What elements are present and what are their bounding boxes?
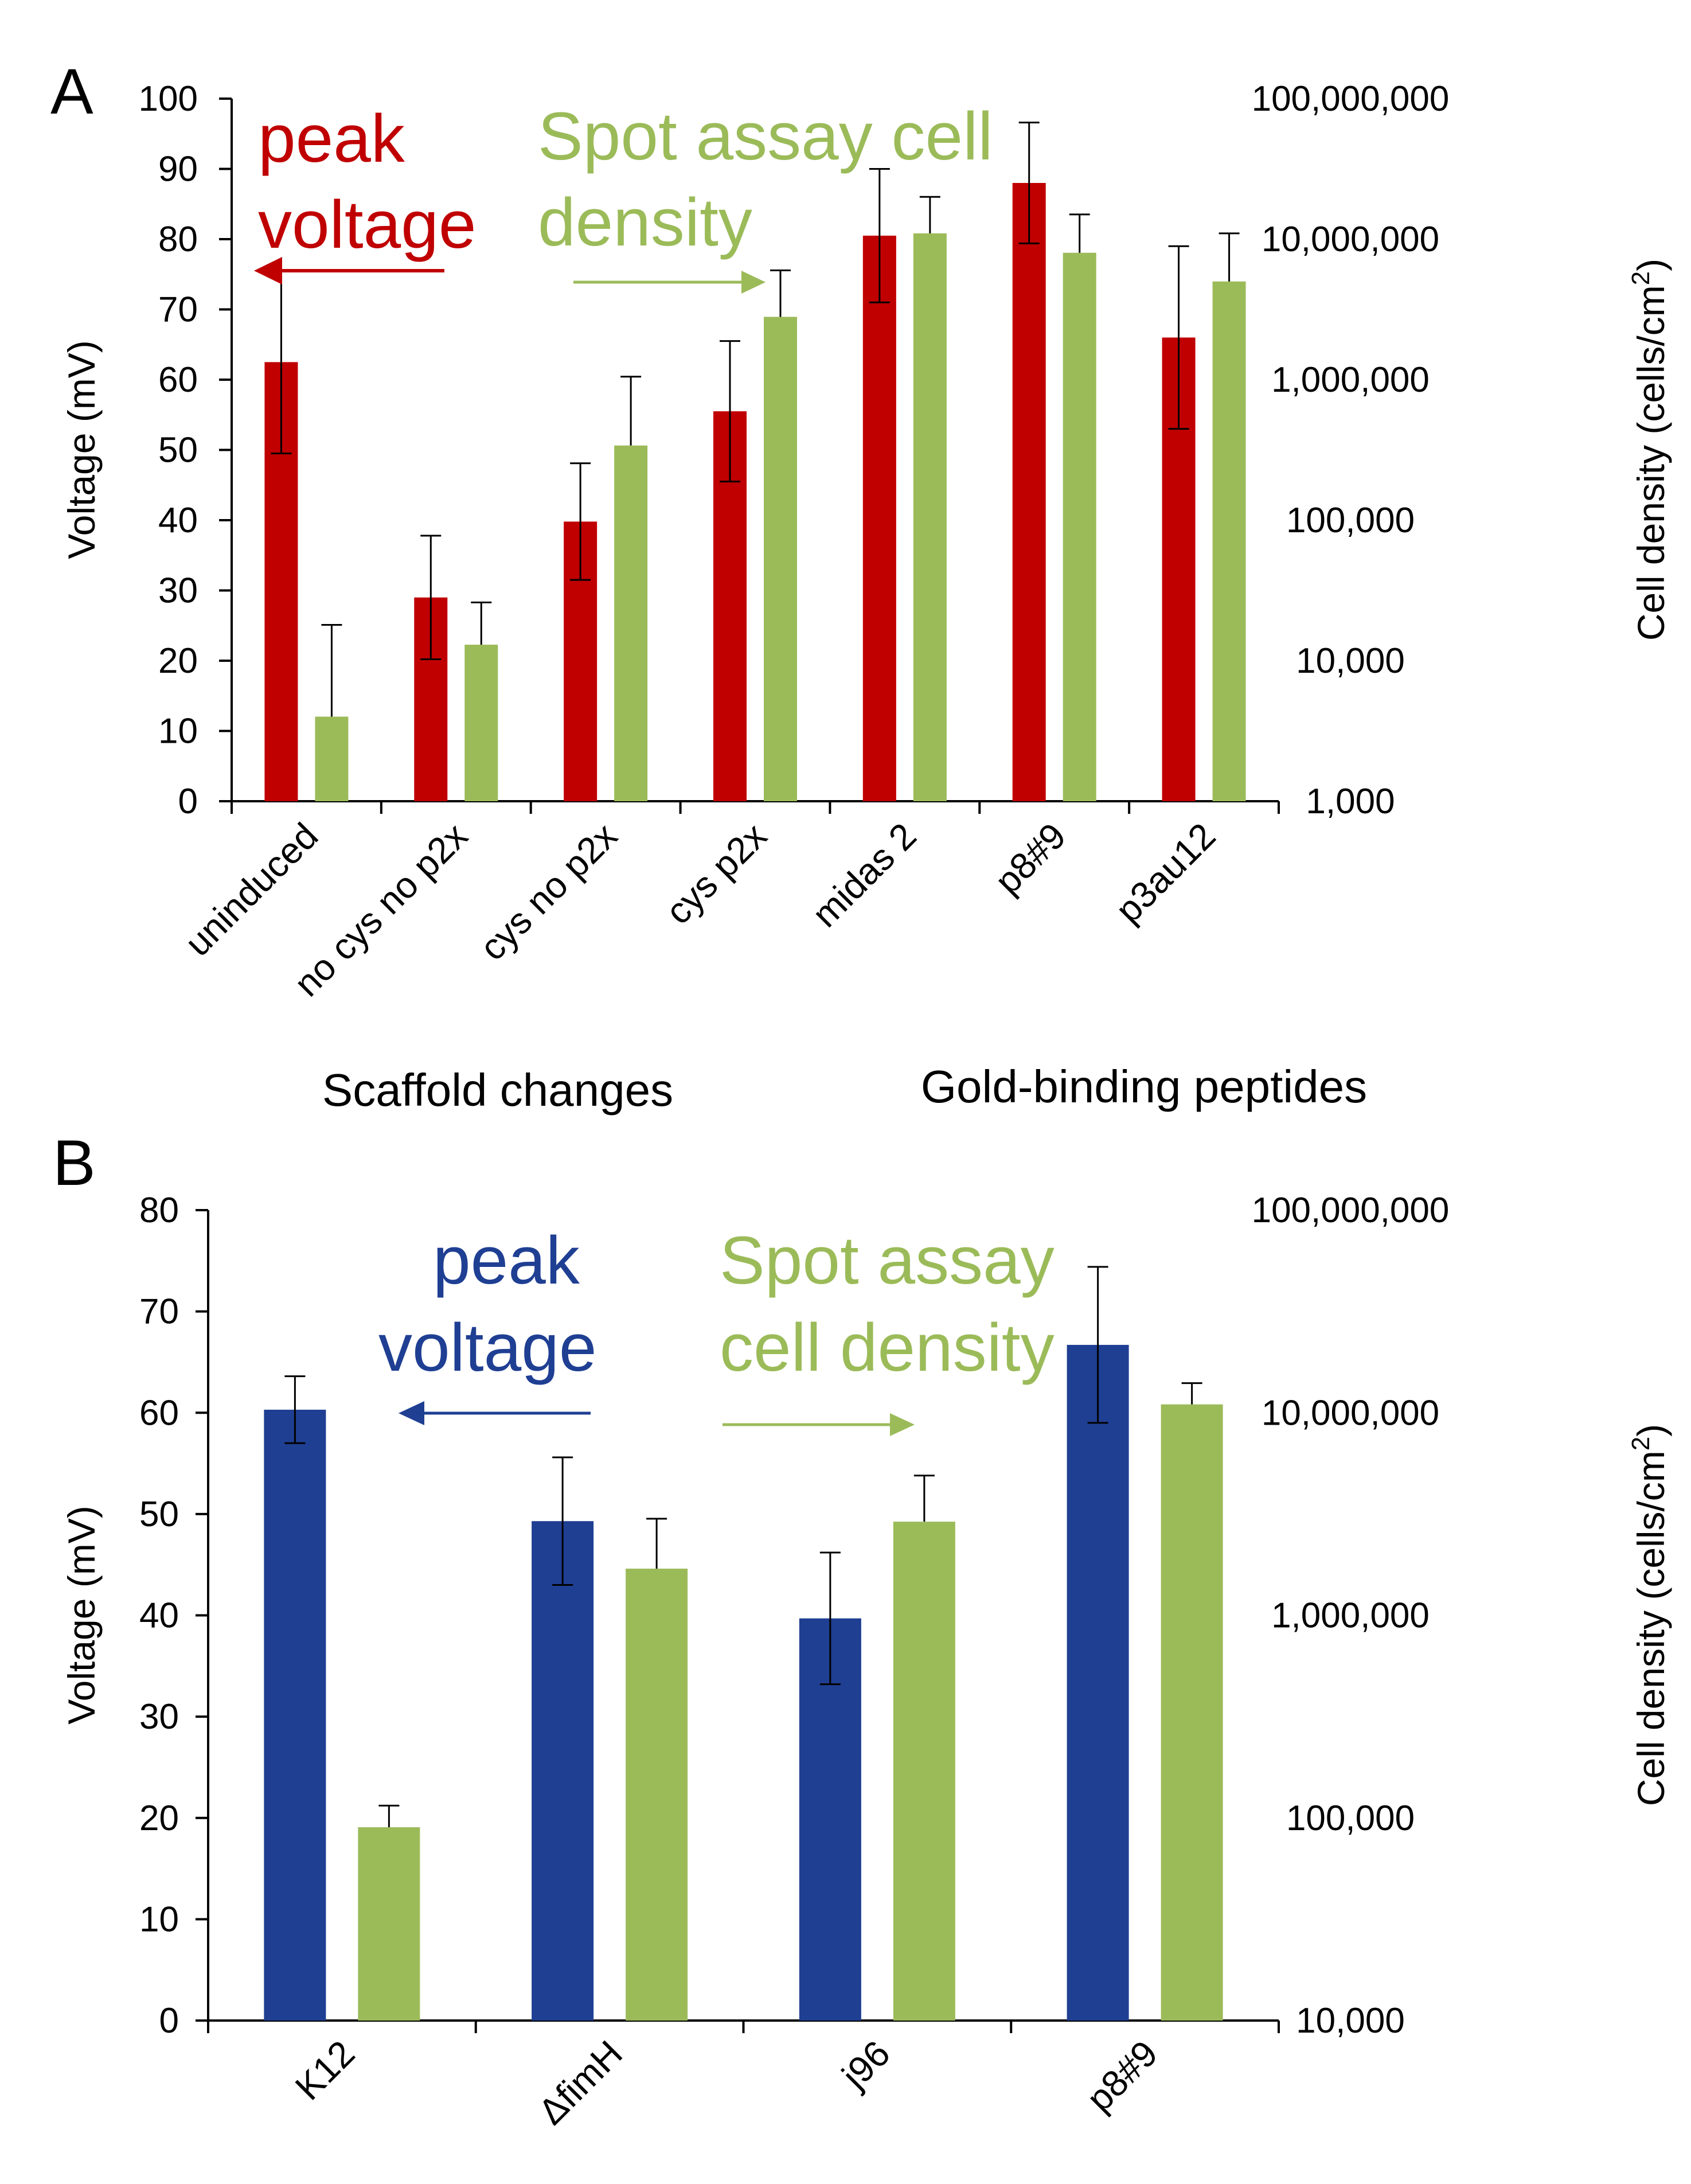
- panel-b-legend-density-line1: Spot assay: [720, 1223, 1055, 1298]
- panel-b-category-labels: K12 ΔfimH j96 p8#9: [287, 2033, 1166, 2132]
- panel-a-bars: [231, 122, 1280, 814]
- density-bar: [464, 645, 498, 801]
- voltage-bar: [862, 235, 896, 801]
- panel-a: A Voltage (mV) Cell density (cells/cm2) …: [50, 56, 1672, 1116]
- panel-b-legend-density-line2: cell density: [720, 1310, 1055, 1386]
- panel-b-legend-voltage-line1: peak: [433, 1223, 580, 1298]
- density-bar: [626, 1569, 688, 2021]
- y-tick-label: 30: [158, 571, 198, 611]
- panel-b-y-ticks: 0 10 20 30 40 50 60 70 80: [139, 1191, 208, 2041]
- y-tick-label: 40: [139, 1596, 179, 1636]
- group-label-gold-binding: Gold-binding peptides: [921, 1061, 1367, 1112]
- y2-tick-label: 10,000: [1296, 641, 1405, 681]
- panel-b-letter: B: [53, 1127, 96, 1199]
- panel-a-legend-density-line1: Spot assay cell: [538, 99, 993, 174]
- y-tick-label: 80: [139, 1191, 179, 1230]
- panel-b: B Voltage (mV) Cell density (cells/cm2) …: [53, 1127, 1672, 2132]
- panel-a-arrow-left: [254, 257, 444, 284]
- y-tick-label: 20: [158, 641, 198, 681]
- panel-a-legend-voltage-line1: peak: [258, 101, 405, 177]
- y-tick-label: 20: [139, 1799, 179, 1838]
- panel-b-bars: [207, 1266, 1280, 2033]
- y2-tick-label: 100,000,000: [1252, 1191, 1450, 1230]
- category-label: p8#9: [1079, 2033, 1166, 2120]
- voltage-bar: [264, 1409, 326, 2021]
- panel-a-y-label: Voltage (mV): [60, 340, 103, 559]
- density-bar: [913, 233, 947, 802]
- y-tick-label: 0: [178, 782, 198, 821]
- y2-tick-label: 10,000,000: [1262, 220, 1439, 259]
- density-bar: [1161, 1404, 1223, 2021]
- category-label: midas 2: [804, 815, 924, 935]
- voltage-bar: [799, 1618, 861, 2021]
- panel-b-arrow-right: [723, 1413, 915, 1436]
- y-tick-label: 70: [139, 1292, 179, 1332]
- panel-b-y2-label: Cell density (cells/cm2): [1627, 1424, 1672, 1806]
- y2-tick-label: 1,000,000: [1271, 1596, 1430, 1636]
- group-label-scaffold: Scaffold changes: [322, 1064, 673, 1116]
- panel-a-legend-voltage-line2: voltage: [258, 187, 477, 263]
- panel-b-y-label: Voltage (mV): [60, 1506, 103, 1725]
- voltage-bar: [1067, 1344, 1129, 2021]
- y2-tick-label: 100,000,000: [1252, 79, 1450, 119]
- panel-a-arrow-right: [573, 271, 766, 294]
- y-tick-label: 10: [139, 1900, 179, 1939]
- y2-tick-label: 10,000: [1296, 2001, 1405, 2041]
- y-tick-label: 90: [158, 150, 198, 189]
- voltage-bar: [532, 1521, 594, 2021]
- y-tick-label: 60: [139, 1393, 179, 1433]
- category-label: cys no p2x: [472, 815, 625, 968]
- voltage-bar: [1012, 183, 1046, 801]
- panel-a-letter: A: [50, 56, 93, 127]
- y-tick-label: 60: [158, 360, 198, 400]
- density-bar: [764, 317, 797, 801]
- density-bar: [358, 1827, 420, 2021]
- panel-a-y2-ticks: 1,000 10,000 100,000 1,000,000 10,000,000 100…: [1252, 79, 1450, 821]
- category-label: p3au12: [1108, 815, 1224, 931]
- category-label: cys p2x: [658, 815, 775, 932]
- y-tick-label: 50: [139, 1495, 179, 1534]
- y-tick-label: 0: [159, 2001, 179, 2041]
- y-tick-label: 40: [158, 501, 198, 540]
- panel-a-legend-density-line2: density: [538, 185, 752, 260]
- panel-b-y2-ticks: 10,000 100,000 1,000,000 10,000,000 100,000,…: [1252, 1191, 1450, 2041]
- y-tick-label: 10: [158, 712, 198, 751]
- y-tick-label: 50: [158, 431, 198, 470]
- panel-a-y2-label: Cell density (cells/cm2): [1627, 259, 1672, 641]
- category-label: uninduced: [177, 815, 326, 964]
- category-label: K12: [287, 2033, 362, 2108]
- y-tick-label: 80: [158, 220, 198, 259]
- density-bar: [315, 716, 349, 801]
- panel-a-y-ticks: 0 10 20 30 40 50 60 70 80 90 100: [139, 79, 232, 821]
- panel-b-arrow-left: [399, 1401, 591, 1425]
- category-label: p8#9: [987, 815, 1074, 902]
- y2-tick-label: 100,000: [1286, 501, 1415, 540]
- density-bar: [1063, 252, 1096, 802]
- density-bar: [893, 1522, 955, 2021]
- density-bar: [1212, 281, 1246, 802]
- category-label: ΔfimH: [530, 2033, 630, 2132]
- y2-tick-label: 1,000: [1306, 782, 1395, 821]
- y2-tick-label: 100,000: [1286, 1799, 1415, 1838]
- category-label: j96: [833, 2033, 898, 2097]
- y2-tick-label: 1,000,000: [1271, 360, 1430, 400]
- y-tick-label: 30: [139, 1697, 179, 1737]
- panel-b-legend-voltage-line2: voltage: [378, 1310, 597, 1386]
- y-tick-label: 100: [139, 79, 198, 119]
- y-tick-label: 70: [158, 290, 198, 330]
- density-bar: [614, 445, 648, 801]
- y2-tick-label: 10,000,000: [1262, 1393, 1439, 1433]
